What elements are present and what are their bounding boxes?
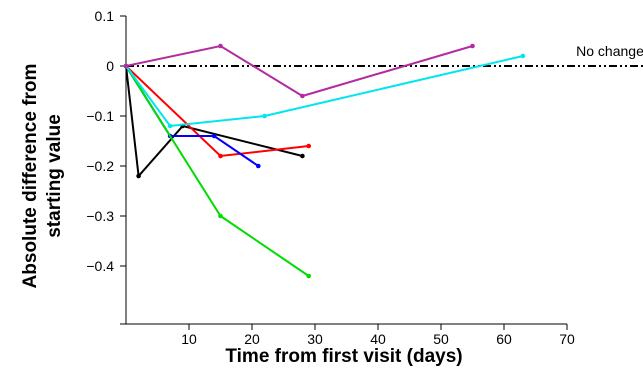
data-point-series-5 — [167, 123, 173, 129]
x-tick-label: 70 — [559, 331, 575, 347]
y-tick-label: −0.3 — [86, 208, 114, 224]
y-tick-label: −0.4 — [86, 258, 114, 274]
x-tick-label: 60 — [496, 331, 512, 347]
data-point-series-4 — [218, 213, 223, 219]
series-line-5 — [125, 55, 524, 128]
data-point-series-5 — [262, 113, 267, 119]
data-point-series-3 — [211, 133, 217, 139]
series-group — [123, 43, 526, 279]
no-change-label: No change — [576, 43, 643, 59]
series-line-6 — [125, 44, 473, 98]
data-point-series-4 — [306, 273, 312, 279]
series-line-3 — [125, 65, 259, 167]
x-tick-label: 50 — [433, 331, 449, 347]
data-point-series-6 — [470, 43, 475, 49]
data-point-series-6 — [123, 63, 129, 69]
series-line-1 — [125, 65, 303, 179]
y-tick-label: −0.2 — [86, 158, 114, 174]
axes: 0.1 0 −0.1 −0.2 −0.3 −0.4 10 20 30 40 50 60 70 — [86, 8, 575, 347]
data-point-series-2 — [306, 143, 312, 149]
reference-line-group: No change — [126, 43, 643, 67]
x-tick-label: 40 — [370, 331, 386, 347]
data-point-series-2 — [218, 153, 223, 159]
data-point-series-6 — [218, 43, 223, 49]
y-axis-title-line-1: Absolute difference from — [20, 64, 41, 289]
data-point-series-1 — [300, 153, 305, 159]
y-tick-label: −0.1 — [86, 108, 114, 124]
series-line-4 — [125, 65, 310, 277]
y-tick-label: 0 — [106, 58, 114, 74]
x-tick-label: 20 — [244, 331, 260, 347]
data-point-series-1 — [136, 173, 141, 179]
y-axis-title-line-2: starting value — [44, 114, 65, 238]
x-tick-label: 30 — [307, 331, 323, 347]
y-tick-label: 0.1 — [95, 8, 115, 24]
x-axis-title: Time from first visit (days) — [225, 346, 462, 367]
x-tick-label: 10 — [181, 331, 197, 347]
data-point-series-5 — [520, 53, 526, 59]
data-point-series-6 — [300, 93, 305, 99]
data-point-series-3 — [255, 163, 261, 169]
